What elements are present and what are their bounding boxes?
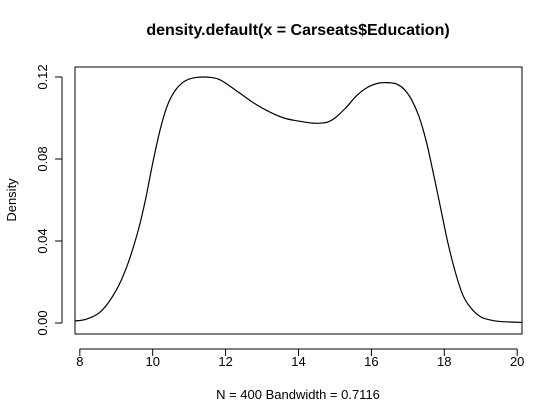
x-tick-label: 8 — [76, 354, 83, 369]
chart-title: density.default(x = Carseats$Education) — [146, 22, 449, 39]
y-tick-label: 0.04 — [35, 228, 50, 253]
plot-area-frame — [74, 66, 523, 335]
x-axis-label: N = 400 Bandwidth = 0.7116 — [216, 387, 380, 402]
x-tick-label: 16 — [364, 354, 378, 369]
y-axis: 0.00 0.04 0.08 0.12 — [35, 64, 63, 336]
y-axis-label: Density — [4, 178, 19, 222]
x-tick-label: 12 — [218, 354, 232, 369]
x-tick-label: 14 — [291, 354, 305, 369]
y-tick-label: 0.00 — [35, 310, 50, 335]
x-tick-label: 18 — [437, 354, 451, 369]
y-tick-label: 0.08 — [35, 146, 50, 171]
density-curve — [74, 76, 523, 323]
x-axis: 8 10 12 14 16 18 20 — [76, 348, 524, 369]
x-tick-label: 10 — [145, 354, 159, 369]
y-tick-label: 0.12 — [35, 64, 50, 89]
x-tick-label: 20 — [510, 354, 524, 369]
